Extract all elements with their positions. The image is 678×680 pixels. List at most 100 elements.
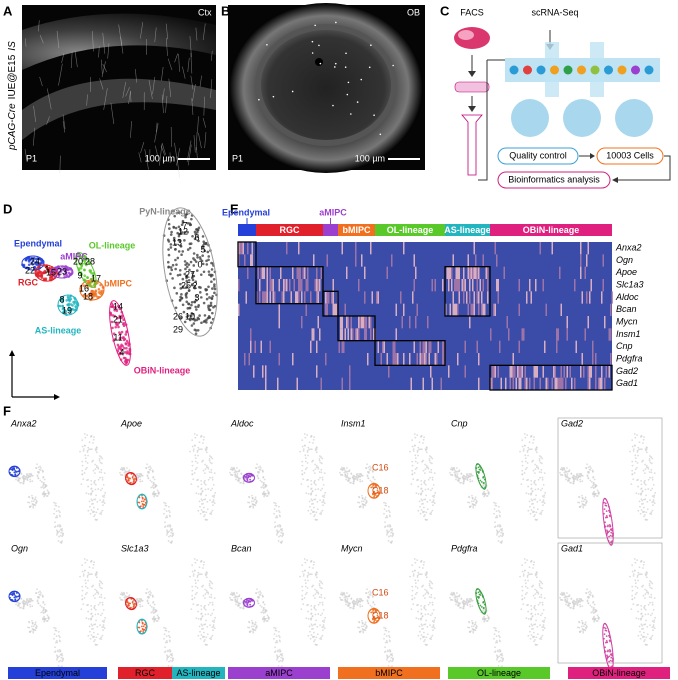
cell-dot [93, 631, 95, 634]
cell-dot [534, 518, 537, 521]
fiber [210, 79, 213, 99]
heat-cell [265, 377, 267, 390]
heat-cell [250, 340, 252, 353]
cell-dot [584, 496, 587, 499]
cell-dot [82, 603, 85, 606]
fiber [101, 61, 106, 78]
cell-dot [164, 504, 167, 507]
heat-cell [491, 365, 493, 378]
cell-dot [307, 634, 310, 637]
cell-dot [40, 606, 43, 608]
fiber [138, 152, 142, 163]
cell-dot [420, 604, 423, 607]
cell-dot [252, 506, 255, 509]
cell-dot [54, 646, 56, 649]
cell-dot [585, 499, 588, 502]
step-box [596, 147, 664, 165]
cell-dot [540, 636, 543, 639]
cell-dot [61, 657, 64, 660]
cell-dot [359, 598, 362, 601]
heat-cell [524, 365, 526, 378]
cell-dot [83, 472, 86, 474]
heat-cell [347, 328, 349, 341]
cell-dot [165, 639, 168, 642]
cell-dot [635, 492, 638, 495]
cell-dot [165, 514, 168, 517]
cell-dot [312, 502, 314, 505]
cell-dot [259, 590, 261, 593]
cell-dot [256, 596, 259, 598]
cell-dot [361, 605, 364, 608]
cell-dot [256, 463, 258, 466]
heat-cell [476, 266, 478, 279]
cell-dot [535, 589, 538, 592]
cell-dot [101, 620, 104, 623]
cell-dot [539, 614, 542, 617]
cell-dot [168, 227, 171, 230]
cell-dot [211, 509, 214, 512]
cell-dot [196, 462, 199, 464]
cell-dot [321, 501, 324, 504]
cell-dot [586, 471, 589, 473]
cell-dot [86, 576, 89, 578]
cell-dot [185, 274, 188, 278]
cell-dot [26, 476, 29, 479]
cell-dot [178, 298, 182, 302]
cell-dot [236, 473, 239, 475]
cell-dot [167, 649, 169, 652]
cell-dot [180, 253, 183, 257]
cell-dot [167, 509, 170, 512]
cell-dot [534, 468, 537, 471]
cell-dot [204, 588, 206, 591]
cell-dot [254, 623, 257, 626]
fiber [128, 90, 131, 105]
cell-dot [539, 489, 542, 492]
cell-dot [205, 576, 208, 579]
cell-dot [644, 518, 647, 521]
label: Gad1 [616, 378, 638, 388]
speck [379, 133, 382, 136]
cell-dot [534, 483, 537, 486]
cell-dot [387, 634, 390, 637]
label: RGC [280, 225, 301, 235]
cell-dot [83, 597, 86, 599]
cell-dot [314, 623, 317, 626]
fiber [130, 121, 132, 138]
fiber [161, 94, 164, 114]
label: C16 [372, 462, 389, 472]
cell-dot [260, 592, 262, 594]
cell-dot [169, 272, 172, 276]
heat-cell [448, 266, 450, 279]
cell-dot [425, 576, 428, 579]
cell-dot [422, 563, 425, 566]
cell-dot [469, 480, 472, 483]
cell-dot [308, 448, 310, 451]
cell-dot [209, 586, 212, 589]
cell-dot [530, 613, 533, 615]
cell-dot [418, 566, 421, 569]
cell-dot [204, 518, 207, 521]
cell-dot [414, 457, 417, 460]
cell-dot [194, 569, 196, 572]
cell-dot [418, 441, 421, 444]
cell-dot [84, 561, 87, 564]
fiber [148, 80, 153, 99]
cell-dot [543, 494, 546, 497]
cell-dot [352, 602, 355, 604]
fiber [165, 23, 169, 40]
cell-dot [412, 603, 415, 606]
label: Gad2 [616, 366, 638, 376]
fiber [24, 148, 27, 160]
heat-cell [289, 279, 291, 292]
cell-dot [277, 509, 280, 512]
cell-dot [193, 230, 197, 234]
cell-dot [424, 483, 427, 486]
cell-dot [307, 478, 309, 481]
cell-dot [384, 627, 387, 630]
heat-cell [344, 303, 346, 316]
cell-dot [185, 265, 189, 269]
cell-dot [263, 478, 266, 481]
speck [345, 52, 347, 55]
cell-dot [430, 638, 433, 640]
fiber [32, 127, 36, 146]
